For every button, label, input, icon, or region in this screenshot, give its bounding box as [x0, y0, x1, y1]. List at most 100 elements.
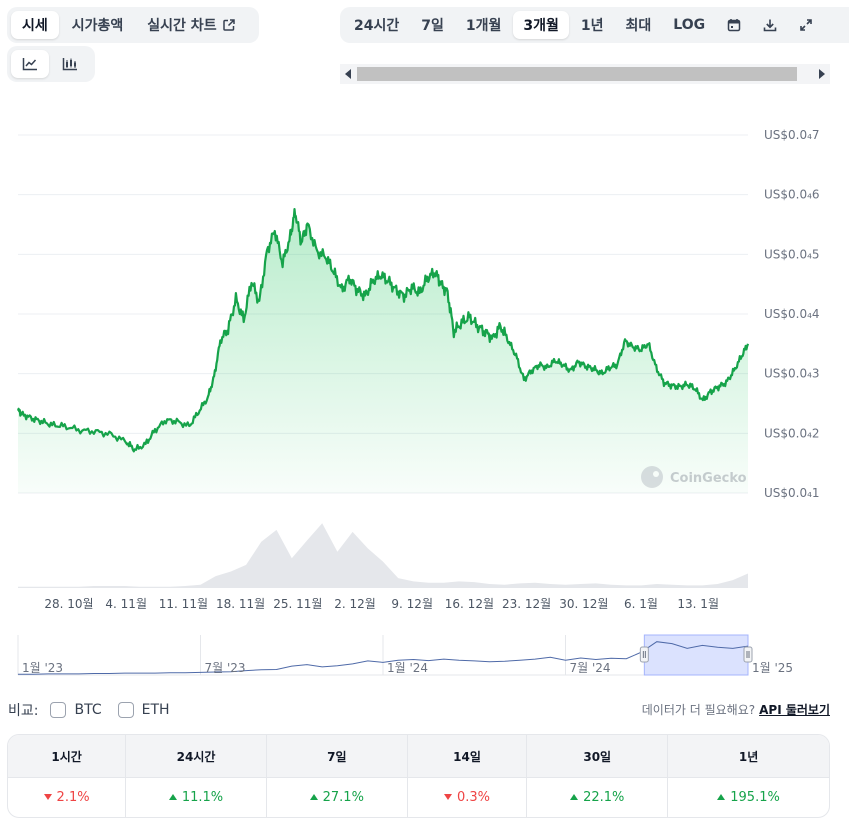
coingecko-logo-icon [641, 466, 663, 488]
period-1h: 1시간 [8, 735, 126, 777]
navigator-handles[interactable] [639, 646, 753, 663]
change-1h: 2.1% [8, 777, 126, 817]
x-tick-label: 30. 12월 [559, 597, 608, 611]
price-chart[interactable]: US$0.0₄7 US$0.0₄6 US$0.0₄5 US$0.0₄4 US$0.0₄3… [0, 100, 849, 620]
compare-btc-label[interactable]: BTC [74, 702, 102, 718]
performance-table: 1시간 24시간 7일 14일 30일 1년 2.1% 11.1% 27.1% … [7, 734, 830, 818]
compare-eth-label[interactable]: ETH [141, 702, 170, 718]
y-tick-label: US$0.0₄7 [764, 128, 820, 142]
x-tick-label: 13. 1월 [677, 597, 719, 611]
navigator-line [18, 641, 749, 675]
expand-icon [800, 19, 812, 31]
navigator-label: 7월 '23 [205, 661, 246, 675]
navigator-labels: 1월 '23 7월 '23 1월 '24 7월 '24 1월 '25 [22, 661, 793, 675]
range-log[interactable]: LOG [673, 17, 706, 33]
change-24h: 11.1% [125, 777, 266, 817]
x-tick-label: 18. 11월 [216, 597, 265, 611]
navigator-label: 1월 '25 [752, 661, 793, 675]
volume-shape [18, 523, 748, 588]
x-tick-label: 25. 11월 [273, 597, 322, 611]
line-chart-icon [22, 58, 37, 71]
x-tick-label: 6. 1월 [624, 597, 658, 611]
candlestick-chart-button[interactable] [51, 50, 89, 78]
tab-live-chart-label: 실시간 차트 [147, 18, 217, 34]
range-bar-scrollbar[interactable] [340, 64, 830, 84]
y-tick-label: US$0.0₄2 [764, 426, 820, 440]
y-tick-label: US$0.0₄5 [764, 247, 820, 261]
api-link[interactable]: API 둘러보기 [759, 703, 830, 717]
caret-down-icon [444, 793, 452, 800]
caret-up-icon [570, 793, 579, 800]
date-picker-button[interactable] [717, 11, 751, 39]
period-30d: 30일 [526, 735, 668, 777]
range-1m[interactable]: 1개월 [465, 18, 502, 34]
download-icon [763, 19, 777, 32]
line-chart-button[interactable] [11, 50, 49, 78]
performance-header-row: 1시간 24시간 7일 14일 30일 1년 [8, 735, 829, 777]
x-tick-label: 2. 12월 [334, 597, 376, 611]
navigator-handle[interactable] [639, 646, 649, 663]
scrollbar-thumb[interactable] [357, 67, 797, 81]
scroll-right-arrow-icon[interactable] [819, 69, 825, 79]
tab-live-chart[interactable]: 실시간 차트 [136, 11, 246, 39]
candlestick-chart-icon [62, 58, 77, 71]
range-1y[interactable]: 1년 [580, 18, 604, 34]
compare-row: 비교: BTC ETH [8, 700, 170, 720]
view-tabs: 시세 시가총액 실시간 차트 [7, 7, 259, 43]
x-axis-labels: 28. 10월 4. 11월 11. 11월 18. 11월 25. 11월 2. 12월… [44, 597, 719, 611]
navigator-selection[interactable] [643, 634, 749, 676]
tab-price[interactable]: 시세 [11, 11, 59, 39]
x-tick-label: 16. 12월 [445, 597, 494, 611]
caret-up-icon [309, 793, 318, 800]
navigator-dividers [17, 635, 749, 676]
x-tick-label: 11. 11월 [159, 597, 208, 611]
change-30d: 22.1% [526, 777, 668, 817]
range-navigator[interactable]: 1월 '23 7월 '23 1월 '24 7월 '24 1월 '25 [0, 630, 849, 680]
y-tick-label: US$0.0₄6 [764, 188, 820, 202]
y-axis-labels: US$0.0₄7 US$0.0₄6 US$0.0₄5 US$0.0₄4 US$0.0₄3… [764, 128, 820, 500]
range-max[interactable]: 최대 [625, 18, 652, 34]
change-7d: 27.1% [265, 777, 407, 817]
chart-type-toggle [7, 46, 95, 82]
fullscreen-button[interactable] [789, 11, 823, 39]
api-promo-text: 데이터가 더 필요해요? [641, 703, 756, 717]
range-3m[interactable]: 3개월 [513, 11, 569, 39]
y-tick-label: US$0.0₄1 [764, 486, 820, 500]
period-7d: 7일 [265, 735, 407, 777]
navigator-label: 7월 '24 [570, 661, 611, 675]
scroll-left-arrow-icon[interactable] [345, 69, 351, 79]
tab-market-cap[interactable]: 시가총액 [71, 18, 124, 34]
coingecko-watermark: CoinGecko [641, 466, 747, 488]
x-tick-label: 28. 10월 [44, 597, 93, 611]
period-14d: 14일 [406, 735, 527, 777]
period-24h: 24시간 [125, 735, 266, 777]
navigator-label: 1월 '24 [387, 661, 428, 675]
api-promo: 데이터가 더 필요해요? API 둘러보기 [642, 701, 830, 718]
price-line [16, 208, 750, 453]
compare-label: 비교: [8, 703, 39, 719]
watermark-text: CoinGecko [670, 471, 747, 486]
compare-eth-checkbox[interactable] [117, 702, 134, 718]
period-1y: 1년 [667, 735, 829, 777]
performance-value-row: 2.1% 11.1% 27.1% 0.3% 22.1% 195.1% [8, 777, 829, 817]
calendar-icon [727, 19, 741, 32]
navigator-handle[interactable] [743, 646, 753, 663]
caret-up-icon [717, 793, 726, 800]
x-tick-label: 9. 12월 [391, 597, 433, 611]
range-7d[interactable]: 7일 [421, 18, 444, 34]
x-tick-label: 23. 12월 [502, 597, 551, 611]
change-14d: 0.3% [406, 777, 527, 817]
y-tick-label: US$0.0₄4 [764, 307, 820, 321]
time-range-bar: 24시간 7일 1개월 3개월 1년 최대 LOG [340, 7, 849, 43]
caret-down-icon [43, 793, 52, 800]
external-link-icon [222, 19, 235, 31]
compare-btc-checkbox[interactable] [50, 702, 67, 718]
download-button[interactable] [753, 11, 787, 39]
volume-area [18, 523, 748, 588]
x-tick-label: 4. 11월 [105, 597, 147, 611]
range-24h[interactable]: 24시간 [354, 18, 400, 34]
y-tick-label: US$0.0₄3 [764, 367, 820, 381]
navigator-label: 1월 '23 [22, 661, 63, 675]
caret-up-icon [168, 793, 177, 800]
price-area-fill [18, 209, 748, 493]
